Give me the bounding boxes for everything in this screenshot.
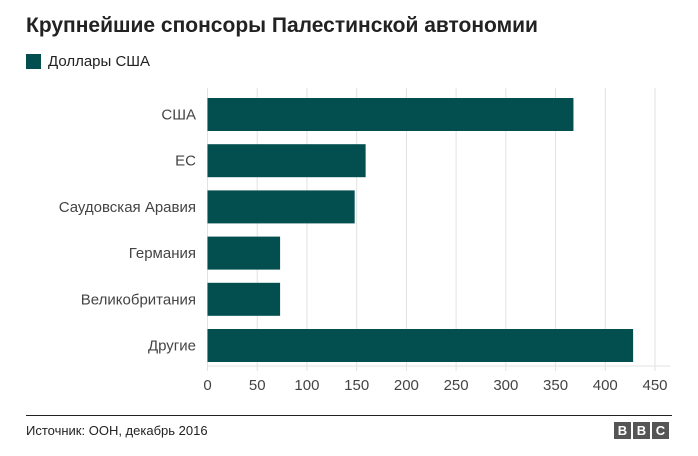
legend-label: Доллары США	[48, 53, 151, 70]
legend: Доллары США	[26, 53, 150, 70]
x-tick-label: 300	[493, 377, 518, 394]
category-label: Германия	[129, 245, 196, 262]
category-label: Саудовская Аравия	[59, 199, 196, 216]
x-tick-label: 50	[249, 377, 266, 394]
category-label: ЕС	[175, 153, 196, 170]
bar	[207, 329, 634, 362]
x-tick-label: 250	[444, 377, 469, 394]
source-note: Источник: ООН, декабрь 2016	[26, 423, 208, 438]
category-label: Другие	[148, 338, 196, 355]
chart-title: Крупнейшие спонсоры Палестинской автоном…	[26, 14, 538, 37]
footer-divider	[26, 415, 672, 416]
bar	[207, 236, 281, 270]
bbc-logo-letter: C	[652, 422, 669, 439]
x-tick-label: 200	[394, 377, 419, 394]
x-tick-label: 400	[593, 377, 618, 394]
bar	[207, 282, 281, 316]
bbc-logo-letter: B	[614, 422, 631, 439]
bbc-logo-letter: B	[633, 422, 650, 439]
x-tick-label: 0	[203, 377, 211, 394]
x-tick-label: 100	[294, 377, 319, 394]
bar	[207, 98, 574, 131]
bar-chart: 0 50 100 150 200 250 300 350 400 450 США ЕС Саудовск…	[59, 88, 670, 394]
category-label: США	[161, 107, 196, 124]
x-tick-label: 150	[344, 377, 369, 394]
bbc-logo: B B C	[614, 422, 669, 439]
bar	[207, 190, 355, 224]
x-tick-label: 350	[543, 377, 568, 394]
bar	[207, 144, 366, 178]
legend-swatch	[26, 54, 41, 69]
category-label: Великобритания	[81, 291, 196, 308]
x-tick-label: 450	[642, 377, 667, 394]
